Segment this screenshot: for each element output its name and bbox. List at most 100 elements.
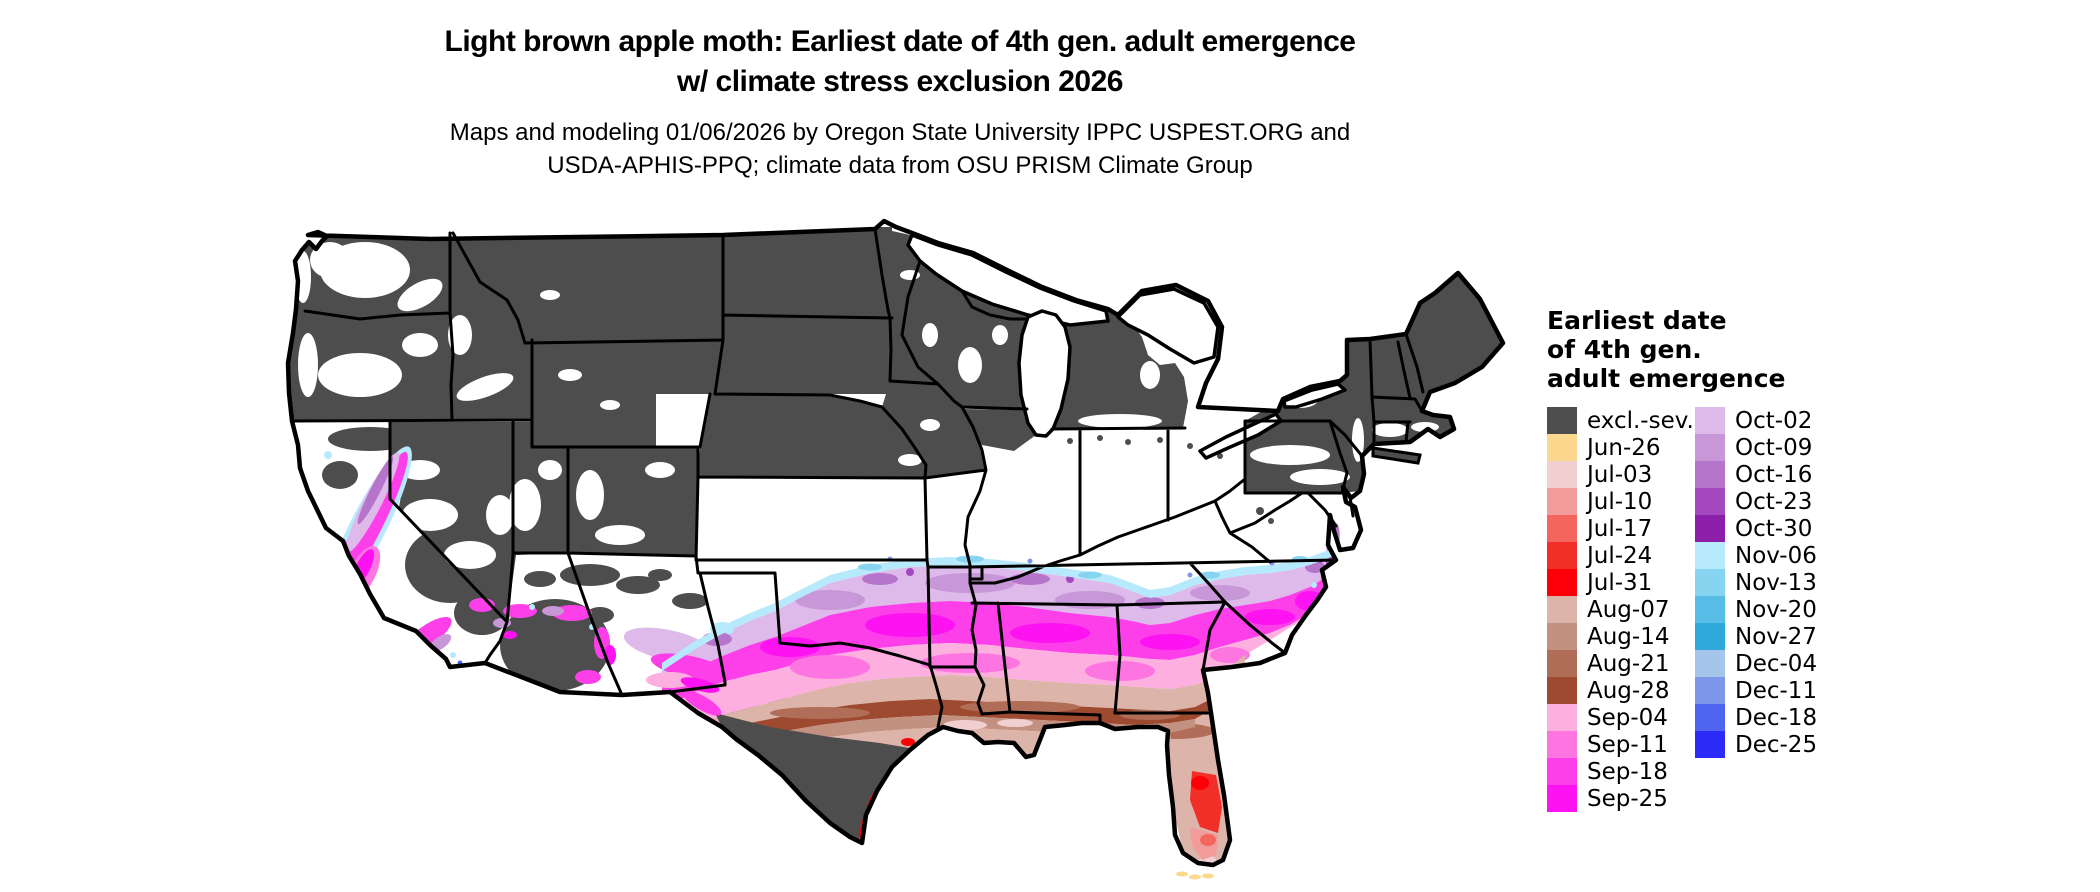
legend-swatch bbox=[1695, 596, 1725, 623]
legend-title: Earliest date of 4th gen. adult emergenc… bbox=[1547, 306, 1847, 393]
legend-label: Jul-03 bbox=[1587, 461, 1653, 488]
legend-item: Dec-04 bbox=[1695, 650, 1935, 677]
white-terrain-patches bbox=[295, 242, 1439, 585]
legend-swatch bbox=[1695, 461, 1725, 488]
legend-swatch bbox=[1547, 785, 1577, 812]
legend-item: Oct-09 bbox=[1695, 434, 1935, 461]
legend-label: excl.-sev. bbox=[1587, 407, 1694, 434]
legend-label: Jul-17 bbox=[1587, 515, 1653, 542]
legend-item: Sep-04 bbox=[1547, 704, 1787, 731]
band-aug07-upper bbox=[700, 655, 1245, 727]
legend-item: Jul-31 bbox=[1547, 569, 1787, 596]
state-borders bbox=[290, 227, 1425, 729]
legend-swatch bbox=[1547, 596, 1577, 623]
legend-label: Jul-31 bbox=[1587, 569, 1653, 596]
legend-item: Sep-18 bbox=[1547, 758, 1787, 785]
legend-label: Nov-06 bbox=[1735, 542, 1817, 569]
legend-label: Dec-11 bbox=[1735, 677, 1818, 704]
legend-item: Aug-28 bbox=[1547, 677, 1787, 704]
legend-item: Jul-24 bbox=[1547, 542, 1787, 569]
legend-label: Dec-25 bbox=[1735, 731, 1818, 758]
legend-label: Aug-28 bbox=[1587, 677, 1670, 704]
legend-label: Sep-25 bbox=[1587, 785, 1668, 812]
legend-item: Sep-11 bbox=[1547, 731, 1787, 758]
legend-item: Dec-25 bbox=[1695, 731, 1935, 758]
title-line-1: Light brown apple moth: Earliest date of… bbox=[444, 25, 1356, 58]
legend-label: Jul-10 bbox=[1587, 488, 1653, 515]
legend-item: Oct-16 bbox=[1695, 461, 1935, 488]
legend-item: Nov-27 bbox=[1695, 623, 1935, 650]
legend-item: Jun-26 bbox=[1547, 434, 1787, 461]
legend-label: Aug-14 bbox=[1587, 623, 1670, 650]
legend-label: Sep-04 bbox=[1587, 704, 1668, 731]
legend-label: Jun-26 bbox=[1587, 434, 1661, 461]
legend-item: Oct-30 bbox=[1695, 515, 1935, 542]
legend-swatch bbox=[1547, 569, 1577, 596]
legend-swatch bbox=[1695, 488, 1725, 515]
band-sep25-patches bbox=[760, 591, 1325, 657]
legend-swatch bbox=[1695, 623, 1725, 650]
south-texas-gray bbox=[715, 713, 915, 843]
legend-item: Dec-11 bbox=[1695, 677, 1935, 704]
legend-swatch bbox=[1695, 731, 1725, 758]
legend-item: Oct-02 bbox=[1695, 407, 1935, 434]
legend-swatch bbox=[1547, 488, 1577, 515]
legend-swatch bbox=[1547, 461, 1577, 488]
legend-item: Dec-18 bbox=[1695, 704, 1935, 731]
legend-swatch bbox=[1547, 515, 1577, 542]
legend-item: Jul-17 bbox=[1547, 515, 1787, 542]
legend-item: Jul-10 bbox=[1547, 488, 1787, 515]
band-aug28 bbox=[730, 697, 1215, 739]
legend-label: Sep-18 bbox=[1587, 758, 1668, 785]
legend-swatch bbox=[1547, 623, 1577, 650]
legend-title-line-3: adult emergence bbox=[1547, 364, 1786, 393]
legend-item: Oct-23 bbox=[1695, 488, 1935, 515]
legend-swatch bbox=[1695, 704, 1725, 731]
legend-swatch bbox=[1695, 569, 1725, 596]
region-excluded-severe bbox=[288, 227, 1503, 843]
band-sep18 bbox=[662, 570, 1336, 710]
page-title: Light brown apple moth: Earliest date of… bbox=[270, 22, 1530, 102]
legend-label: Oct-30 bbox=[1735, 515, 1813, 542]
legend-swatch bbox=[1547, 434, 1577, 461]
legend-swatch bbox=[1695, 650, 1725, 677]
legend-label: Aug-07 bbox=[1587, 596, 1670, 623]
legend-item: excl.-sev. bbox=[1547, 407, 1787, 434]
legend-column-left: excl.-sev. Jun-26 Jul-03 Jul-10 Jul-17 J… bbox=[1547, 407, 1787, 812]
legend-swatch bbox=[1547, 650, 1577, 677]
florida-red-bright bbox=[1191, 776, 1209, 790]
legend-swatch bbox=[1695, 677, 1725, 704]
great-lakes bbox=[906, 233, 1347, 460]
lake-ontario bbox=[1282, 382, 1347, 409]
florida-keys bbox=[1176, 871, 1214, 880]
florida-base bbox=[1100, 713, 1230, 863]
legend-item: Aug-07 bbox=[1547, 596, 1787, 623]
houston-red-spot bbox=[901, 738, 915, 746]
title-line-2: w/ climate stress exclusion 2026 bbox=[677, 65, 1123, 98]
legend-label: Oct-23 bbox=[1735, 488, 1813, 515]
legend-label: Nov-27 bbox=[1735, 623, 1817, 650]
us-outline bbox=[285, 218, 1506, 868]
legend-label: Oct-02 bbox=[1735, 407, 1813, 434]
long-island bbox=[1371, 446, 1422, 465]
band-oct02 bbox=[662, 555, 1336, 685]
map-fill-layers bbox=[288, 221, 1503, 865]
legend-item: Aug-14 bbox=[1547, 623, 1787, 650]
legend-label: Nov-13 bbox=[1735, 569, 1817, 596]
subtitle-line-2: USDA-APHIS-PPQ; climate data from OSU PR… bbox=[547, 152, 1253, 179]
legend-title-line-1: Earliest date bbox=[1547, 306, 1727, 335]
legend-swatch bbox=[1695, 542, 1725, 569]
legend-label: Dec-18 bbox=[1735, 704, 1818, 731]
legend-item: Nov-20 bbox=[1695, 596, 1935, 623]
legend-label: Aug-21 bbox=[1587, 650, 1670, 677]
legend-label: Oct-09 bbox=[1735, 434, 1813, 461]
band-nov-cyan-fringe bbox=[662, 547, 1336, 671]
us-map bbox=[285, 218, 1506, 880]
legend-label: Jul-24 bbox=[1587, 542, 1653, 569]
lake-huron bbox=[1116, 287, 1220, 365]
legend-item: Nov-06 bbox=[1695, 542, 1935, 569]
legend-swatch bbox=[1547, 542, 1577, 569]
legend-item: Nov-13 bbox=[1695, 569, 1935, 596]
legend-swatch bbox=[1695, 407, 1725, 434]
legend-item: Sep-25 bbox=[1547, 785, 1787, 812]
